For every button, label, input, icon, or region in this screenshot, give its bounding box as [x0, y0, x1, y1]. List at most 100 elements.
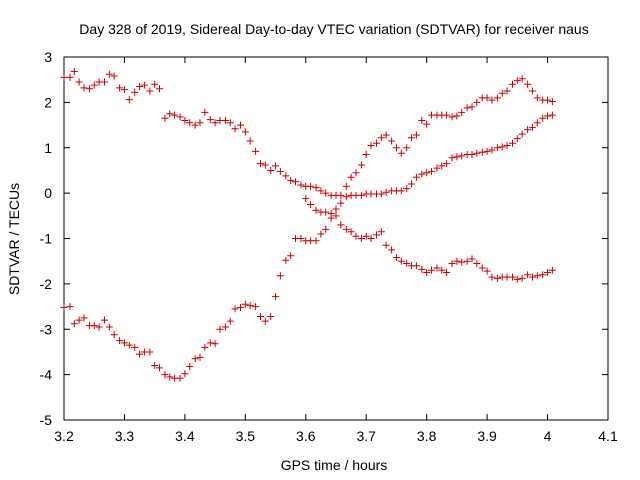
data-point-c [327, 210, 335, 218]
data-point-c [453, 257, 461, 265]
data-point-b [392, 144, 400, 152]
data-point-a [524, 126, 532, 134]
data-point-c [473, 259, 481, 267]
data-point-a [267, 166, 275, 174]
data-point-a [116, 84, 124, 92]
data-point-c [352, 232, 360, 240]
data-point-b [75, 316, 83, 324]
data-point-c [322, 208, 330, 216]
data-point-b [362, 151, 370, 159]
data-point-b [146, 348, 154, 356]
data-point-b [156, 364, 164, 372]
data-point-b [513, 77, 521, 85]
data-point-c [412, 262, 420, 270]
data-point-b [397, 149, 405, 157]
data-point-b [412, 131, 420, 139]
data-point-c [528, 273, 536, 281]
data-point-a [231, 125, 239, 133]
data-point-c [488, 273, 496, 281]
y-tick-label: 2 [44, 94, 52, 110]
data-point-b [211, 340, 219, 348]
data-point-a [105, 70, 113, 78]
data-point-a [161, 114, 169, 122]
data-point-c [357, 235, 365, 242]
data-point-b [332, 205, 340, 213]
data-point-a [70, 68, 78, 76]
data-point-b [272, 293, 280, 301]
data-point-b [70, 320, 78, 328]
data-point-b [448, 113, 456, 121]
data-point-b [498, 89, 506, 97]
data-point-b [468, 103, 476, 111]
data-point-b [423, 120, 431, 128]
data-point-a [241, 128, 249, 136]
data-point-b [201, 343, 209, 351]
data-point-b [261, 317, 269, 325]
data-point-a [201, 108, 209, 116]
data-point-a [443, 160, 451, 168]
data-point-b [377, 134, 385, 142]
data-point-c [342, 225, 350, 233]
data-point-a [312, 184, 320, 192]
data-point-c [362, 232, 370, 240]
data-point-a [110, 72, 118, 80]
data-point-a [252, 147, 260, 155]
data-point-a [433, 164, 441, 172]
data-point-b [216, 325, 224, 333]
data-point-c [508, 273, 516, 281]
data-point-c [347, 228, 355, 236]
data-point-a [75, 78, 83, 86]
data-point-b [246, 302, 254, 310]
data-point-a [206, 116, 214, 124]
data-point-b [483, 94, 491, 102]
data-point-c [438, 266, 446, 274]
data-point-a [236, 121, 244, 129]
data-point-b [443, 111, 451, 119]
data-point-b [105, 323, 113, 331]
data-point-b [352, 169, 360, 177]
data-point-a [166, 110, 174, 118]
data-point-b [533, 94, 541, 102]
data-point-a [513, 135, 521, 143]
data-point-b [317, 230, 325, 238]
x-axis-label: GPS time / hours [281, 457, 388, 473]
x-tick-label: 3.7 [356, 428, 376, 444]
data-point-b [357, 161, 365, 169]
data-point-a [408, 180, 416, 188]
data-point-a [438, 162, 446, 170]
data-point-a [186, 119, 194, 127]
chart-title: Day 328 of 2019, Sidereal Day-to-day VTE… [79, 21, 588, 37]
data-point-a [503, 141, 511, 149]
data-point-b [226, 317, 234, 325]
data-point-c [524, 271, 532, 279]
data-point-c [433, 264, 441, 272]
data-point-c [337, 221, 345, 229]
data-point-a [307, 182, 315, 190]
data-point-a [125, 96, 133, 104]
data-point-b [503, 87, 511, 95]
data-point-c [382, 241, 390, 249]
data-point-c [478, 264, 486, 272]
data-point-a [261, 161, 269, 169]
data-point-a [418, 170, 426, 178]
data-point-a [131, 88, 139, 96]
data-point-b [176, 374, 184, 382]
data-point-a [297, 181, 305, 189]
data-point-a [120, 86, 128, 94]
data-point-a [478, 148, 486, 156]
data-point-c [548, 266, 556, 274]
data-point-b [458, 108, 466, 116]
data-points [60, 68, 556, 382]
data-point-b [80, 314, 88, 322]
data-point-a [423, 169, 431, 177]
data-point-b [95, 323, 103, 331]
data-point-a [317, 187, 325, 195]
data-point-b [110, 331, 118, 339]
data-point-a [518, 130, 526, 138]
data-point-c [302, 195, 310, 203]
data-point-b [166, 373, 174, 381]
data-point-a [85, 85, 93, 93]
data-point-c [403, 259, 411, 267]
data-point-b [252, 303, 260, 311]
data-point-b [241, 300, 249, 308]
